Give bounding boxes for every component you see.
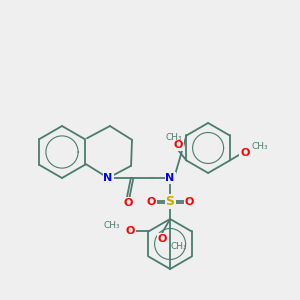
Text: O: O xyxy=(158,234,167,244)
Text: CH₃: CH₃ xyxy=(252,142,268,151)
Text: O: O xyxy=(184,197,194,207)
Text: O: O xyxy=(123,198,133,208)
Text: O: O xyxy=(126,226,135,236)
Text: O: O xyxy=(146,197,156,207)
Text: CH₃: CH₃ xyxy=(165,133,182,142)
Text: O: O xyxy=(240,148,249,158)
Text: N: N xyxy=(166,173,175,183)
Text: N: N xyxy=(103,173,113,183)
Text: CH₃: CH₃ xyxy=(104,221,120,230)
Text: O: O xyxy=(174,140,183,151)
Text: S: S xyxy=(166,196,175,208)
Text: CH₃: CH₃ xyxy=(170,242,187,251)
